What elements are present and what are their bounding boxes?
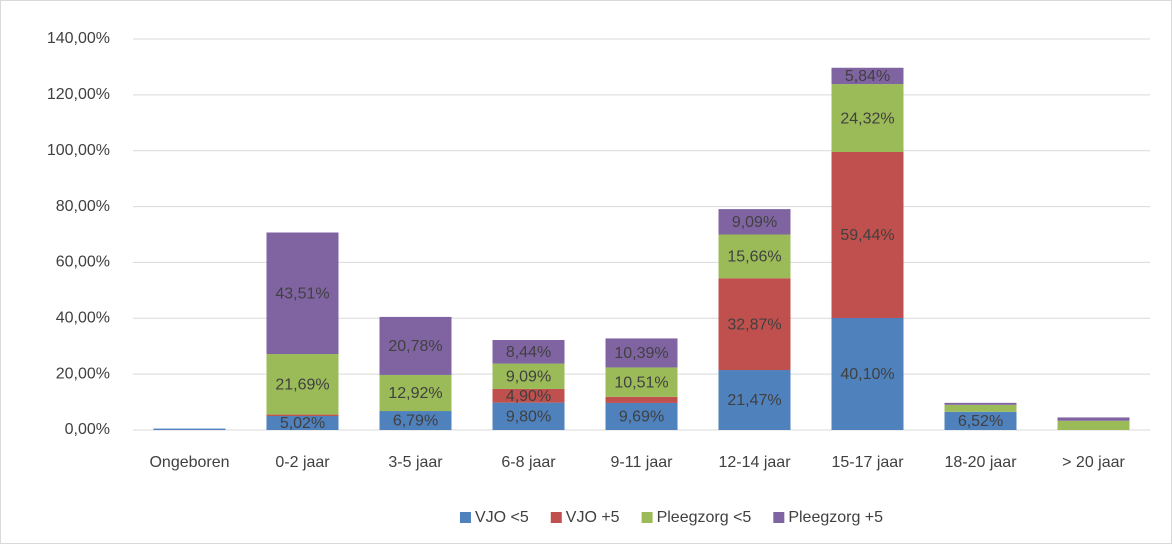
- y-tick-label: 0,00%: [65, 421, 110, 438]
- bar-segment: [266, 414, 339, 416]
- data-label: 6,52%: [958, 413, 1003, 430]
- data-label: 9,09%: [506, 368, 551, 385]
- y-tick-label: 80,00%: [56, 198, 110, 215]
- bar-segment: [379, 316, 452, 375]
- bar-segment: [153, 428, 226, 430]
- bar-segment: [605, 367, 678, 397]
- legend-label: VJO <5: [475, 509, 529, 526]
- bar-segment: [718, 234, 791, 279]
- data-label: 59,44%: [840, 227, 894, 244]
- bar-segment: [718, 209, 791, 235]
- bar-segment: [718, 370, 791, 430]
- legend-swatch: [773, 512, 785, 523]
- x-tick-label: 6-8 jaar: [501, 454, 556, 471]
- bar-segment: [266, 354, 339, 415]
- y-tick-label: 60,00%: [56, 254, 110, 271]
- legend-swatch: [459, 512, 471, 523]
- data-label: 20,78%: [388, 338, 442, 355]
- bar-segment: [831, 84, 904, 152]
- data-label: 15,66%: [727, 249, 781, 266]
- y-tick-label: 20,00%: [56, 365, 110, 382]
- bar-segment: [831, 67, 904, 85]
- x-tick-label: Ongeboren: [149, 454, 229, 471]
- x-tick-label: 12-14 jaar: [718, 454, 791, 471]
- legend-label: Pleegzorg <5: [657, 509, 752, 526]
- bar-segment: [718, 278, 791, 371]
- bar-segment: [944, 404, 1017, 412]
- data-label: 9,69%: [619, 409, 664, 426]
- data-label: 10,39%: [614, 345, 668, 362]
- legend-swatch: [641, 512, 653, 523]
- x-tick-label: 15-17 jaar: [831, 454, 904, 471]
- bar-segment: [831, 318, 904, 430]
- bar-segment: [492, 339, 565, 364]
- bar-segment: [605, 402, 678, 430]
- data-label: 6,79%: [393, 413, 438, 430]
- bar-segment: [379, 411, 452, 430]
- data-label: 21,69%: [275, 377, 329, 394]
- legend-label: VJO +5: [566, 509, 620, 526]
- data-label: 40,10%: [840, 366, 894, 383]
- data-label: 32,87%: [727, 316, 781, 333]
- data-label: 21,47%: [727, 392, 781, 409]
- data-label: 12,92%: [388, 385, 442, 402]
- bar-segment: [944, 411, 1017, 430]
- bar-segment: [266, 232, 339, 355]
- y-tick-label: 40,00%: [56, 310, 110, 327]
- data-label: 5,02%: [280, 415, 325, 432]
- bar-segment: [492, 363, 565, 389]
- data-label: 24,32%: [840, 110, 894, 127]
- y-tick-label: 100,00%: [47, 142, 110, 159]
- bar-segment: [379, 374, 452, 412]
- bar-segment: [605, 396, 678, 403]
- bar-segment: [831, 151, 904, 319]
- data-label: 43,51%: [275, 285, 329, 302]
- x-tick-label: 3-5 jaar: [388, 454, 443, 471]
- y-tick-label: 140,00%: [47, 30, 110, 47]
- y-tick-label: 120,00%: [47, 86, 110, 103]
- bar-segment: [944, 402, 1017, 405]
- bar-segment: [492, 388, 565, 403]
- data-label: 9,09%: [732, 214, 777, 231]
- x-tick-label: 18-20 jaar: [944, 454, 1017, 471]
- bar-segment: [605, 338, 678, 368]
- legend-swatch: [550, 512, 562, 523]
- x-tick-label: > 20 jaar: [1062, 454, 1125, 471]
- data-label: 9,80%: [506, 409, 551, 426]
- data-label: 5,84%: [845, 68, 890, 85]
- bar-segment: [1057, 417, 1130, 421]
- data-label: 4,90%: [506, 388, 551, 405]
- data-label: 8,44%: [506, 344, 551, 361]
- bar-segment: [266, 415, 339, 430]
- legend-label: Pleegzorg +5: [788, 509, 883, 526]
- bar-segment: [492, 402, 565, 430]
- bar-segment: [1057, 420, 1130, 430]
- x-tick-label: 9-11 jaar: [611, 454, 674, 471]
- data-label: 10,51%: [614, 374, 668, 391]
- x-tick-label: 0-2 jaar: [275, 454, 330, 471]
